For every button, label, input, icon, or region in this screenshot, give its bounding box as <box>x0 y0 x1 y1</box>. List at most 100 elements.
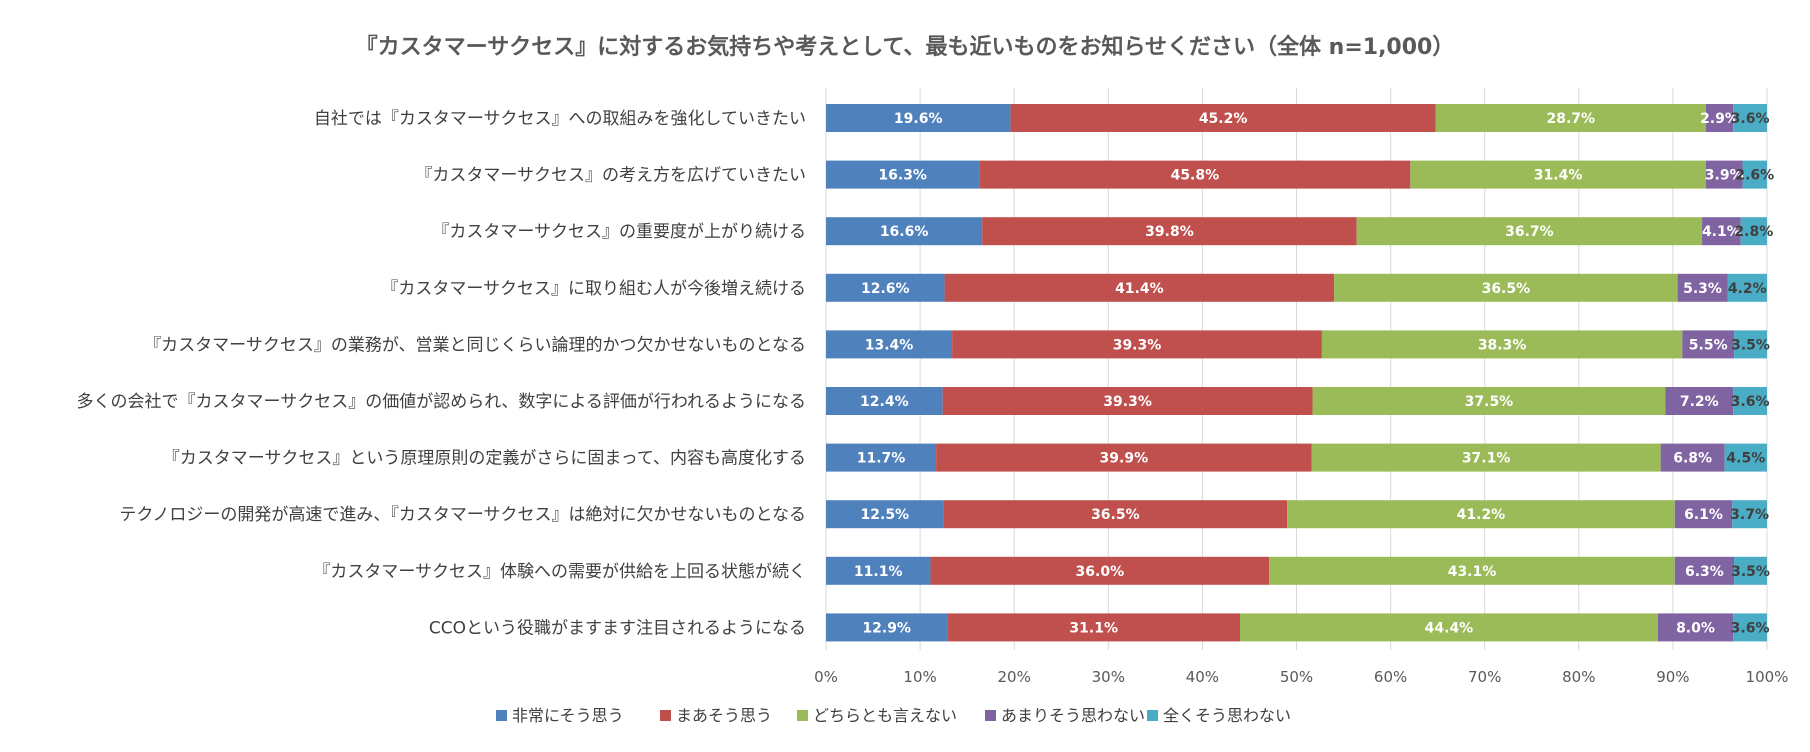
bar-segment <box>1334 273 1678 302</box>
bar-segment <box>826 500 944 529</box>
data-label: 38.3% <box>1478 337 1527 353</box>
bar-segment <box>1733 613 1767 642</box>
category-label: 自社では『カスタマーサクセス』への取組みを強化していきたい <box>314 109 806 129</box>
bar-segment <box>1705 104 1734 132</box>
bar-segment <box>1724 443 1767 472</box>
bar-segment <box>1740 217 1767 246</box>
bar-segment <box>943 500 1288 529</box>
data-label: 36.5% <box>1482 281 1531 297</box>
bar-segment <box>1269 556 1675 585</box>
data-label: 31.4% <box>1534 168 1583 184</box>
bar-segment <box>826 613 948 642</box>
legend-swatch <box>496 710 507 721</box>
data-label: 4.5% <box>1726 451 1765 467</box>
data-label: 19.6% <box>894 111 943 127</box>
bar-segment <box>1311 443 1661 472</box>
legend-label: 非常にそう思う <box>512 706 624 725</box>
x-tick-label: 10% <box>903 668 936 686</box>
legend-label: 全くそう思わない <box>1163 706 1291 725</box>
bar-segment <box>952 330 1322 359</box>
bar-segment <box>826 217 983 246</box>
category-label: 多くの会社で『カスタマーサクセス』の価値が認められ、数字による評価が行われるよう… <box>77 392 806 412</box>
bars <box>826 104 1767 642</box>
bar-segment <box>1677 273 1728 302</box>
bar-segment <box>942 387 1313 415</box>
data-label: 3.9% <box>1705 168 1744 184</box>
bar-segment <box>1705 160 1743 189</box>
bar-segment <box>1321 330 1683 359</box>
bar-segment <box>1734 330 1767 359</box>
legend: 非常にそう思う まあそう思う どちらとも言えない あまりそう思わない 全くそう思わない <box>496 706 1291 725</box>
bar-segment <box>1435 104 1706 132</box>
data-label: 41.2% <box>1457 507 1506 523</box>
data-label: 36.0% <box>1076 564 1125 580</box>
data-label: 28.7% <box>1547 111 1596 127</box>
bar-segment <box>1733 104 1767 132</box>
bar-segment <box>826 443 937 472</box>
x-tick-label: 90% <box>1656 668 1689 686</box>
data-labels: 19.6% 45.2% 28.7% 2.9%3.6%16.3% 45.8% 31.4% 3.… <box>854 111 1774 636</box>
x-tick-label: 20% <box>998 668 1031 686</box>
x-tick-label: 80% <box>1562 668 1595 686</box>
bar-segment <box>947 613 1241 642</box>
data-label: 12.5% <box>861 507 910 523</box>
data-label: 39.8% <box>1145 224 1194 240</box>
legend-swatch <box>660 710 671 721</box>
legend-item: 非常にそう思う <box>496 706 624 725</box>
data-label: 12.6% <box>861 281 910 297</box>
category-labels: 自社では『カスタマーサクセス』への取組みを強化していきたい『カスタマーサクセス』… <box>77 109 806 638</box>
data-label: 41.4% <box>1115 281 1164 297</box>
bar-segment <box>1674 556 1735 585</box>
data-label: 31.1% <box>1069 620 1118 636</box>
bar-segment <box>1660 443 1725 472</box>
category-label: 『カスタマーサクセス』の重要度が上がり続ける <box>432 222 806 242</box>
legend-label: どちらとも言えない <box>813 706 957 725</box>
data-label: 39.3% <box>1103 394 1152 410</box>
x-tick-label: 60% <box>1374 668 1407 686</box>
x-tick-label: 100% <box>1746 668 1789 686</box>
data-label: 2.9% <box>1700 111 1739 127</box>
data-label: 36.7% <box>1505 224 1554 240</box>
bar-segment <box>1312 387 1666 415</box>
data-label: 3.6% <box>1731 394 1770 410</box>
data-label: 7.2% <box>1680 394 1719 410</box>
data-label: 39.3% <box>1113 337 1162 353</box>
data-label: 12.9% <box>862 620 911 636</box>
legend-item: まあそう思う <box>660 706 772 725</box>
x-tick-label: 0% <box>814 668 838 686</box>
bar-segment <box>1742 160 1767 189</box>
data-label: 6.3% <box>1685 564 1724 580</box>
bar-segment <box>979 160 1411 189</box>
data-label: 4.2% <box>1728 281 1767 297</box>
data-label: 45.8% <box>1171 168 1220 184</box>
x-tick-label: 70% <box>1468 668 1501 686</box>
data-label: 13.4% <box>865 337 914 353</box>
bar-segment <box>1733 387 1767 415</box>
bar-segment <box>1240 613 1658 642</box>
data-label: 37.5% <box>1465 394 1514 410</box>
bar-segment <box>1356 217 1703 246</box>
bar-segment <box>1410 160 1706 189</box>
bar-segment <box>1734 556 1767 585</box>
chart-title: 『カスタマーサクセス』に対するお気持ちや考えとして、最も近いものをお知らせくださ… <box>356 34 1455 60</box>
x-tick-label: 50% <box>1280 668 1313 686</box>
data-label: 3.5% <box>1731 337 1770 353</box>
data-label: 6.8% <box>1673 451 1712 467</box>
data-label: 5.3% <box>1683 281 1722 297</box>
data-label: 43.1% <box>1448 564 1497 580</box>
data-label: 2.6% <box>1735 168 1774 184</box>
x-axis-ticks: 0% 10% 20% 30% 40% 50% 60% 70% 80% 90% 100% <box>814 668 1788 686</box>
data-label: 39.9% <box>1100 451 1149 467</box>
bar-segment <box>944 273 1335 302</box>
category-label: 『カスタマーサクセス』の考え方を広げていきたい <box>415 166 806 186</box>
legend-swatch <box>985 710 996 721</box>
category-label: 『カスタマーサクセス』に取り組む人が今後増え続ける <box>381 279 806 299</box>
legend-swatch <box>1147 710 1158 721</box>
legend-swatch <box>797 710 808 721</box>
data-label: 5.5% <box>1689 337 1728 353</box>
data-label: 3.7% <box>1730 507 1769 523</box>
data-label: 12.4% <box>860 394 909 410</box>
data-label: 11.7% <box>857 451 906 467</box>
